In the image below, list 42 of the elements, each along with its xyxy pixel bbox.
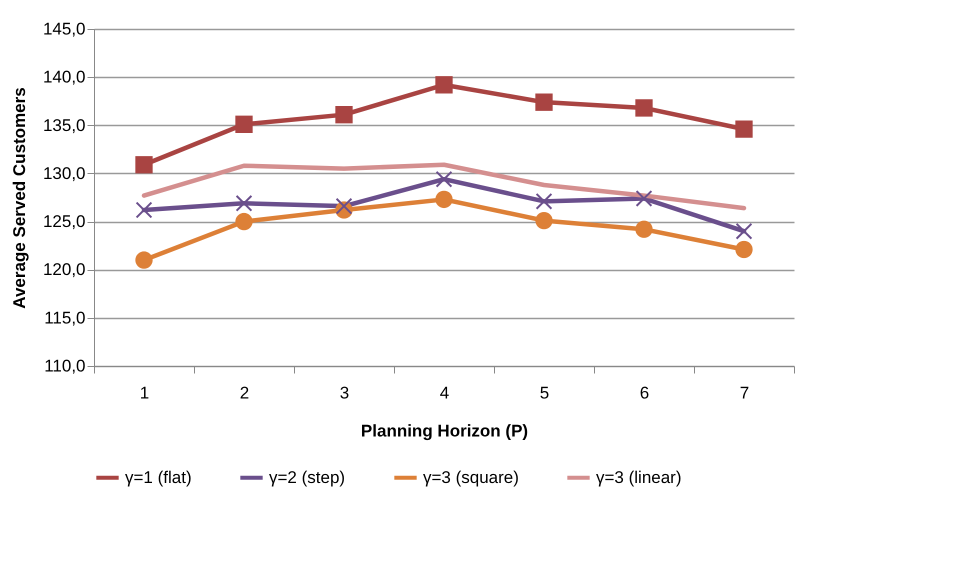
point [236, 194, 252, 212]
point [735, 120, 753, 138]
y-tick-label: 140,0 [42, 68, 86, 87]
y-tick-label: 120,0 [42, 260, 86, 280]
point [636, 190, 652, 207]
line-series [142, 162, 746, 210]
point [235, 116, 253, 133]
legend-label: γ=2 (step) [269, 468, 346, 487]
point [435, 76, 453, 94]
y-tick-label: 135,0 [42, 116, 86, 135]
x-tick-label: 2 [240, 384, 250, 402]
point [135, 156, 153, 174]
point [535, 212, 553, 230]
x-tick-label: 4 [440, 384, 450, 402]
point [535, 94, 553, 111]
x-tick-label: 7 [740, 384, 750, 402]
point [435, 190, 453, 208]
point [536, 192, 552, 210]
point [135, 251, 153, 269]
y-tick-label: 115,0 [44, 308, 86, 328]
x-tick-label: 6 [640, 384, 650, 402]
x-axis-title: Planning Horizon (P) [360, 422, 528, 440]
y-tick-label: 145,0 [42, 20, 86, 38]
x-tick-label: 1 [140, 384, 150, 402]
legend-label: γ=1 (flat) [125, 468, 192, 487]
y-tick-label: 130,0 [42, 164, 86, 183]
point [235, 212, 253, 230]
y-axis-title: Average Served Customers [10, 87, 29, 309]
legend-label: γ=3 (square) [423, 468, 519, 487]
y-tick-label: 110,0 [44, 356, 86, 376]
y-tick-label: 125,0 [42, 212, 86, 232]
point [436, 170, 452, 188]
x-tick-label: 5 [540, 384, 550, 402]
point [635, 220, 653, 238]
point [136, 202, 152, 218]
point [336, 198, 352, 215]
x-tick-label: 3 [340, 384, 350, 402]
legend-label: γ=3 (linear) [596, 468, 682, 487]
point [736, 222, 752, 240]
point [735, 240, 753, 258]
point [335, 106, 353, 124]
point [635, 99, 653, 117]
